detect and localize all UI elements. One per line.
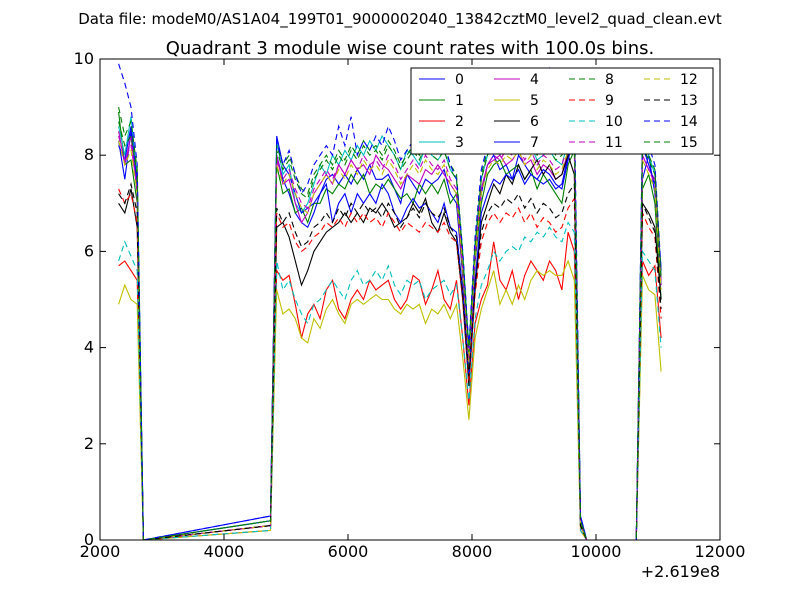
- series-line-13: [118, 181, 662, 540]
- legend-label-11: 11: [605, 135, 623, 151]
- series-line-5: [118, 259, 662, 540]
- y-tick-label: 0: [84, 530, 94, 549]
- y-tick-label: 6: [84, 241, 94, 260]
- x-tick-label: 12000: [695, 542, 746, 561]
- y-tick-label: 8: [84, 145, 94, 164]
- legend-label-14: 14: [680, 114, 698, 130]
- legend-label-7: 7: [530, 135, 539, 151]
- series-line-9: [118, 188, 662, 540]
- legend-label-4: 4: [530, 72, 539, 88]
- series-line-6: [118, 153, 662, 540]
- chart-title: Quadrant 3 module wise count rates with …: [166, 38, 655, 59]
- legend-label-1: 1: [455, 93, 464, 109]
- series-line-2: [118, 232, 662, 540]
- legend-label-9: 9: [605, 93, 614, 109]
- plot-frame: [99, 58, 721, 541]
- x-tick-label: 8000: [452, 542, 493, 561]
- x-tick-label: 4000: [204, 542, 245, 561]
- legend-label-5: 5: [530, 93, 539, 109]
- legend-label-3: 3: [455, 135, 464, 151]
- series-line-14: [118, 63, 662, 540]
- x-tick-label: 6000: [328, 542, 369, 561]
- legend-label-12: 12: [680, 72, 698, 88]
- legend-label-2: 2: [455, 114, 464, 130]
- legend-label-13: 13: [680, 93, 698, 109]
- legend-box: [410, 67, 714, 155]
- x-tick-label: 2000: [80, 542, 121, 561]
- legend-label-6: 6: [530, 114, 539, 130]
- y-tick-label: 2: [84, 434, 94, 453]
- legend-label-10: 10: [605, 114, 623, 130]
- series-line-7: [118, 126, 662, 540]
- y-tick-label: 10: [74, 49, 94, 68]
- y-tick-label: 4: [84, 338, 94, 357]
- datafile-header: Data file: modeM0/AS1A04_199T01_90000020…: [78, 10, 722, 29]
- legend-label-8: 8: [605, 72, 614, 88]
- series-line-15: [118, 106, 662, 540]
- x-tick-label: 10000: [571, 542, 622, 561]
- series-lines: [118, 63, 662, 540]
- x-offset-label: +2.619e8: [641, 562, 720, 581]
- legend-label-0: 0: [455, 72, 464, 88]
- legend-label-15: 15: [680, 135, 698, 151]
